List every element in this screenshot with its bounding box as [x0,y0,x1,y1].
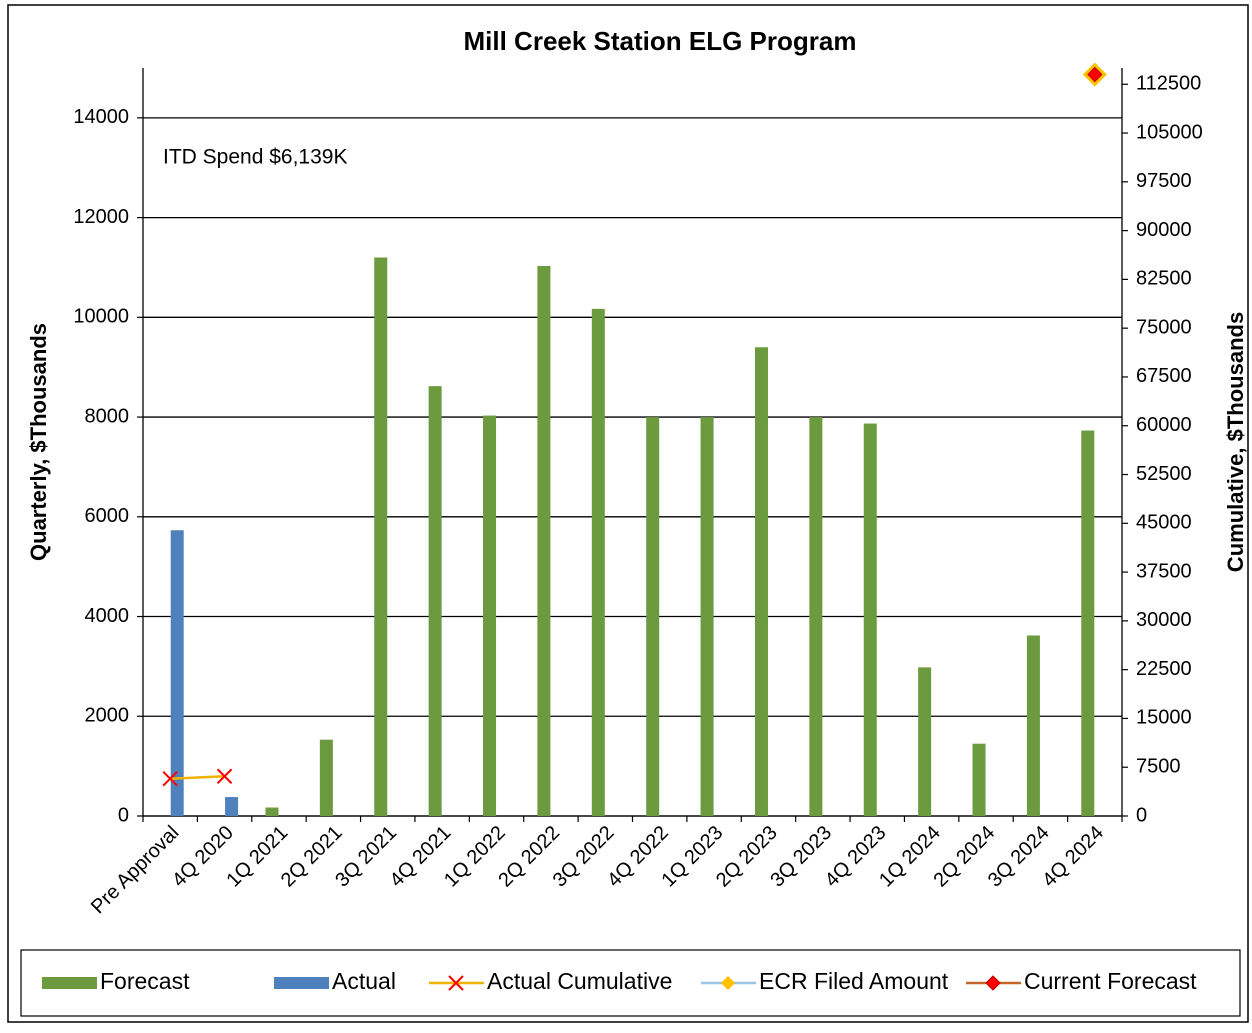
bar [591,308,605,816]
bar [863,423,877,816]
bar [537,265,551,816]
y2-tick-label: 15000 [1136,707,1192,729]
bar [754,347,768,816]
bar [428,386,442,816]
legend-label: ECR Filed Amount [759,968,949,994]
chart-border [7,4,1249,1023]
legend-marker [721,976,735,990]
bar [483,415,497,816]
point [216,768,233,784]
bar [809,417,823,816]
y-tick-label: 4000 [85,605,130,627]
y2-tick-label: 0 [1136,804,1147,826]
bar [265,807,279,816]
legend-box [20,949,1241,1017]
y-tick-label: 6000 [85,505,130,527]
bar [972,743,986,816]
y2-tick-label: 82500 [1136,268,1192,290]
y-tick-label: 14000 [73,106,129,128]
annotation: ITD Spend $6,139K [163,146,347,169]
line [170,775,225,780]
y2-tick-label: 22500 [1136,658,1192,680]
bar [374,257,388,816]
y-tick-label: 8000 [85,405,130,427]
point [162,771,178,787]
legend-swatch [274,977,329,989]
legend-label: Forecast [100,968,190,994]
chart-title: Mill Creek Station ELG Program [464,26,857,56]
bar [918,667,932,816]
bar [646,417,660,816]
y2-axis-label: Cumulative, $Thousands [1223,312,1248,572]
y-axis-label: Quarterly, $Thousands [26,323,51,561]
y2-tick-label: 90000 [1136,219,1192,241]
y2-tick-label: 105000 [1136,121,1203,143]
bar [1026,635,1040,816]
legend-swatch [42,977,97,989]
legend-marker [985,975,1001,991]
legend-label: Current Forecast [1024,968,1197,994]
y2-tick-label: 112500 [1136,73,1201,95]
bar [700,417,714,816]
y-tick-label: 2000 [85,705,130,727]
bar [225,797,239,816]
y2-tick-label: 67500 [1136,365,1192,387]
y2-tick-label: 97500 [1136,170,1192,192]
y-tick-label: 10000 [73,306,129,328]
bar [170,530,184,816]
y-tick-label: 12000 [73,206,129,228]
y2-tick-label: 7500 [1136,755,1181,777]
point [1087,66,1103,83]
legend-marker [448,975,464,991]
legend-label: Actual Cumulative [487,968,672,994]
y2-tick-label: 52500 [1136,463,1192,485]
bar [319,739,333,816]
legend-label: Actual [332,968,396,994]
y2-tick-label: 30000 [1136,609,1192,631]
bar [1081,430,1095,816]
y-tick-label: 0 [118,804,129,826]
y2-tick-label: 37500 [1136,560,1192,582]
y2-tick-label: 60000 [1136,414,1192,436]
y2-tick-label: 45000 [1136,512,1192,534]
y2-tick-label: 75000 [1136,316,1192,338]
